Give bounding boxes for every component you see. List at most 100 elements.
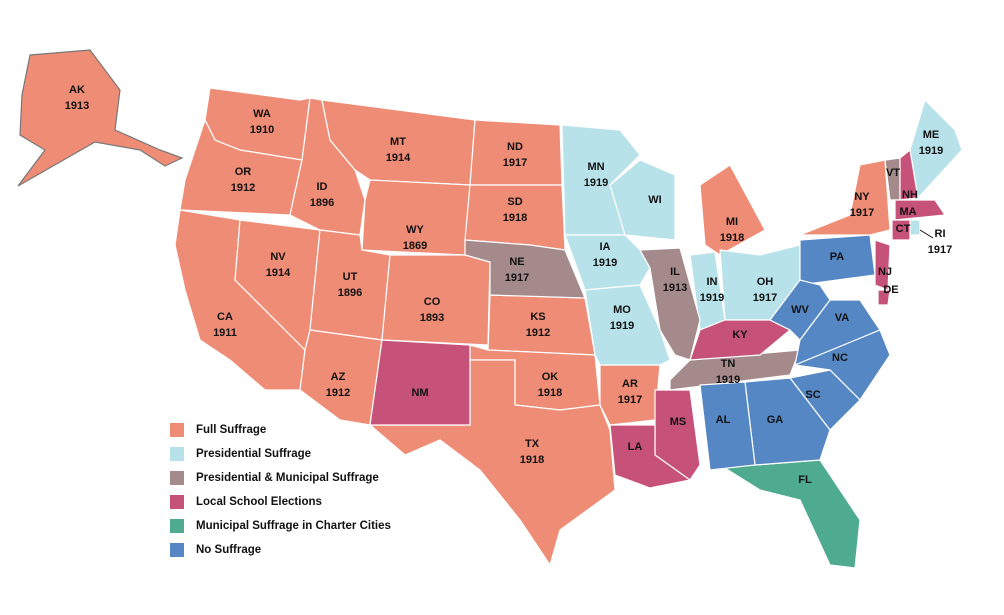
state-shape: [699, 164, 766, 256]
state-shape: [361, 179, 471, 256]
state-shape: [909, 219, 921, 236]
state-abbr: NE: [509, 256, 524, 268]
state-year: 1918: [520, 454, 544, 466]
state-abbr: WY: [406, 224, 424, 236]
state-abbr: OR: [235, 166, 252, 178]
state-shape: [717, 459, 861, 569]
legend-swatch: [170, 447, 184, 461]
state-abbr: CA: [217, 311, 233, 323]
state-abbr: WV: [791, 304, 809, 316]
state-shape: [369, 339, 471, 426]
state-abbr: IL: [670, 266, 680, 278]
state-shape: [794, 299, 881, 366]
state-shape: [487, 294, 596, 356]
state-abbr: NM: [411, 387, 428, 399]
state-year: 1917: [505, 272, 529, 284]
state-shape: [609, 159, 676, 241]
state-year: 1919: [716, 374, 740, 386]
state-year: 1914: [266, 267, 291, 279]
state-abbr: CO: [424, 296, 441, 308]
state-abbr: SD: [507, 196, 522, 208]
state-shape: [609, 424, 692, 489]
state-abbr: IA: [600, 241, 611, 253]
state-shape: [799, 234, 876, 286]
legend-swatch: [170, 543, 184, 557]
state-year: 1869: [403, 240, 427, 252]
state-shape: [464, 239, 586, 299]
state-abbr: WI: [648, 194, 661, 206]
state-abbr: AK: [69, 84, 85, 96]
state-year: 1893: [420, 312, 444, 324]
leader-line: [919, 229, 934, 239]
state-abbr: NY: [854, 191, 870, 203]
state-year: 1919: [610, 320, 634, 332]
state-shape: [289, 97, 366, 236]
state-abbr: TX: [525, 438, 540, 450]
state-shape: [799, 159, 891, 236]
state-shape: [899, 148, 919, 201]
state-abbr: AZ: [331, 371, 346, 383]
state-year: 1919: [919, 145, 943, 157]
state-abbr: CT: [896, 223, 911, 235]
state-shape: [381, 254, 491, 346]
state-abbr: FL: [798, 474, 812, 486]
state-shape: [699, 381, 756, 471]
state-abbr: VA: [835, 312, 850, 324]
state-shape: [368, 359, 616, 567]
state-year: 1912: [231, 182, 255, 194]
state-year: 1917: [618, 394, 642, 406]
state-abbr: NH: [902, 189, 918, 201]
state-year: 1911: [213, 327, 237, 339]
state-abbr: AL: [716, 414, 731, 426]
state-year: 1917: [503, 157, 527, 169]
state-shape: [891, 219, 911, 241]
state-abbr: MA: [899, 206, 916, 218]
state-abbr: NJ: [878, 266, 892, 278]
state-year: 1914: [386, 152, 411, 164]
state-year: 1917: [753, 292, 777, 304]
state-abbr: DE: [883, 284, 898, 296]
legend-label: Full Suffrage: [196, 424, 266, 436]
legend-label: Presidential & Municipal Suffrage: [196, 472, 379, 484]
state-abbr: MO: [613, 304, 631, 316]
state-year: 1910: [250, 124, 274, 136]
state-abbr: IN: [707, 276, 718, 288]
state-year: 1896: [310, 197, 334, 209]
state-year: 1918: [720, 232, 744, 244]
state-abbr: MS: [670, 416, 687, 428]
legend-label: Presidential Suffrage: [196, 448, 311, 460]
legend-label: No Suffrage: [196, 544, 261, 556]
state-abbr: PA: [830, 251, 845, 263]
state-year: 1912: [526, 327, 550, 339]
state-shape: [877, 289, 891, 306]
state-abbr: ME: [923, 129, 940, 141]
state-year: 1917: [850, 207, 874, 219]
state-abbr: UT: [343, 271, 358, 283]
state-abbr: NV: [270, 251, 286, 263]
state-year: 1896: [338, 287, 362, 299]
state-abbr: WA: [253, 108, 271, 120]
state-abbr: OK: [542, 371, 559, 383]
state-year: 1913: [65, 100, 89, 112]
state-abbr: KY: [732, 329, 748, 341]
state-abbr: ND: [507, 141, 523, 153]
legend-swatch: [170, 495, 184, 509]
state-abbr: ID: [317, 181, 328, 193]
state-abbr: RI: [935, 228, 946, 240]
state-shape: [639, 247, 701, 361]
legend-label: Municipal Suffrage in Charter Cities: [196, 520, 391, 532]
state-abbr: MT: [390, 136, 406, 148]
state-abbr: GA: [767, 414, 784, 426]
state-shape: [584, 284, 671, 366]
legend-swatch: [170, 471, 184, 485]
state-abbr: NC: [832, 352, 848, 364]
states: [17, 49, 963, 569]
legend-swatch: [170, 519, 184, 533]
state-abbr: AR: [622, 378, 638, 390]
state-abbr: MI: [726, 216, 738, 228]
state-shape: [792, 329, 891, 401]
state-abbr: SC: [805, 389, 820, 401]
state-year: 1919: [593, 257, 617, 269]
legend: Full Suffrage Presidential Suffrage Presid…: [170, 423, 391, 557]
state-abbr: MN: [587, 161, 604, 173]
